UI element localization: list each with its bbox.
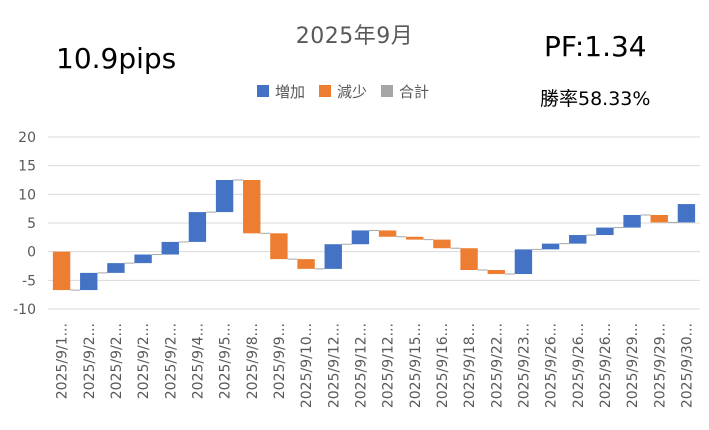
y-tick-label: 5 — [27, 216, 36, 232]
waterfall-bar — [487, 270, 505, 275]
legend-label-increase: 増加 — [275, 82, 306, 101]
waterfall-bar — [406, 236, 424, 240]
waterfall-bar — [351, 230, 370, 245]
profit-factor: PF:1.34 — [544, 30, 647, 63]
waterfall-bar — [107, 263, 125, 273]
x-tick-label: 2025/9/16... — [435, 323, 451, 408]
x-tick-label: 2025/9/2... — [163, 323, 179, 399]
waterfall-bar — [433, 239, 451, 249]
waterfall-bar — [541, 243, 560, 250]
x-tick-label: 2025/9/26... — [544, 323, 560, 408]
waterfall-bar — [80, 272, 98, 291]
x-tick-label: 2025/9/1... — [55, 323, 71, 399]
waterfall-bar — [569, 235, 587, 244]
x-tick-label: 2025/9/8... — [245, 323, 261, 399]
y-tick-label: -5 — [22, 273, 36, 289]
waterfall-bar — [215, 180, 234, 213]
legend-label-decrease: 減少 — [337, 82, 368, 101]
x-tick-label: 2025/9/29... — [652, 323, 668, 408]
x-tick-label: 2025/9/12... — [326, 323, 342, 408]
chart-title: 2025年9月 — [295, 24, 414, 49]
legend-item-decrease: 減少 — [319, 81, 367, 102]
x-tick-label: 2025/9/29... — [625, 323, 641, 408]
chart-legend: 増加 減少 合計 — [257, 80, 443, 102]
legend-item-total: 合計 — [381, 81, 429, 102]
waterfall-bar — [596, 227, 614, 236]
legend-swatch-total — [381, 85, 394, 97]
x-tick-label: 2025/9/10... — [299, 323, 315, 408]
y-tick-label: 15 — [18, 159, 36, 175]
y-tick-label: 10 — [18, 187, 36, 203]
waterfall-bar — [270, 233, 288, 260]
x-tick-label: 2025/9/2... — [136, 323, 152, 399]
waterfall-bar — [52, 251, 71, 291]
legend-swatch-increase — [257, 85, 269, 97]
waterfall-bar — [243, 180, 261, 234]
waterfall-bar — [324, 244, 342, 269]
legend-item-increase: 増加 — [257, 81, 305, 102]
x-tick-label: 2025/9/22... — [489, 323, 505, 408]
waterfall-bar — [378, 230, 397, 237]
waterfall-bar — [134, 254, 152, 264]
x-tick-label: 2025/9/18... — [462, 323, 478, 408]
x-tick-label: 2025/9/9... — [272, 323, 288, 399]
x-tick-label: 2025/9/26... — [571, 323, 587, 408]
y-tick-label: 20 — [18, 130, 36, 146]
x-tick-label: 2025/9/2... — [109, 323, 125, 399]
waterfall-bar — [514, 249, 533, 275]
waterfall-bar — [623, 214, 641, 228]
x-tick-label: 2025/9/4... — [190, 323, 206, 399]
y-tick-label: 0 — [27, 245, 36, 261]
legend-swatch-decrease — [319, 85, 332, 97]
pips-total: 10.9pips — [56, 42, 177, 75]
waterfall-bar — [161, 241, 179, 255]
waterfall-bar — [297, 259, 315, 269]
x-tick-label: 2025/9/12... — [353, 323, 369, 408]
legend-label-total: 合計 — [399, 82, 430, 101]
x-tick-label: 2025/9/5... — [218, 323, 234, 399]
waterfall-bar — [460, 248, 478, 271]
waterfall-bar — [650, 214, 668, 223]
x-tick-label: 2025/9/30... — [679, 323, 695, 408]
x-tick-label: 2025/9/23... — [516, 323, 532, 408]
x-tick-label: 2025/9/26... — [598, 323, 614, 408]
x-tick-label: 2025/9/12... — [381, 323, 397, 408]
waterfall-bar — [188, 212, 207, 242]
win-rate: 勝率58.33% — [540, 88, 651, 110]
x-tick-label: 2025/9/15... — [408, 323, 424, 408]
x-tick-label: 2025/9/2... — [82, 323, 98, 399]
waterfall-bar — [677, 204, 696, 223]
y-tick-label: -10 — [13, 302, 36, 318]
